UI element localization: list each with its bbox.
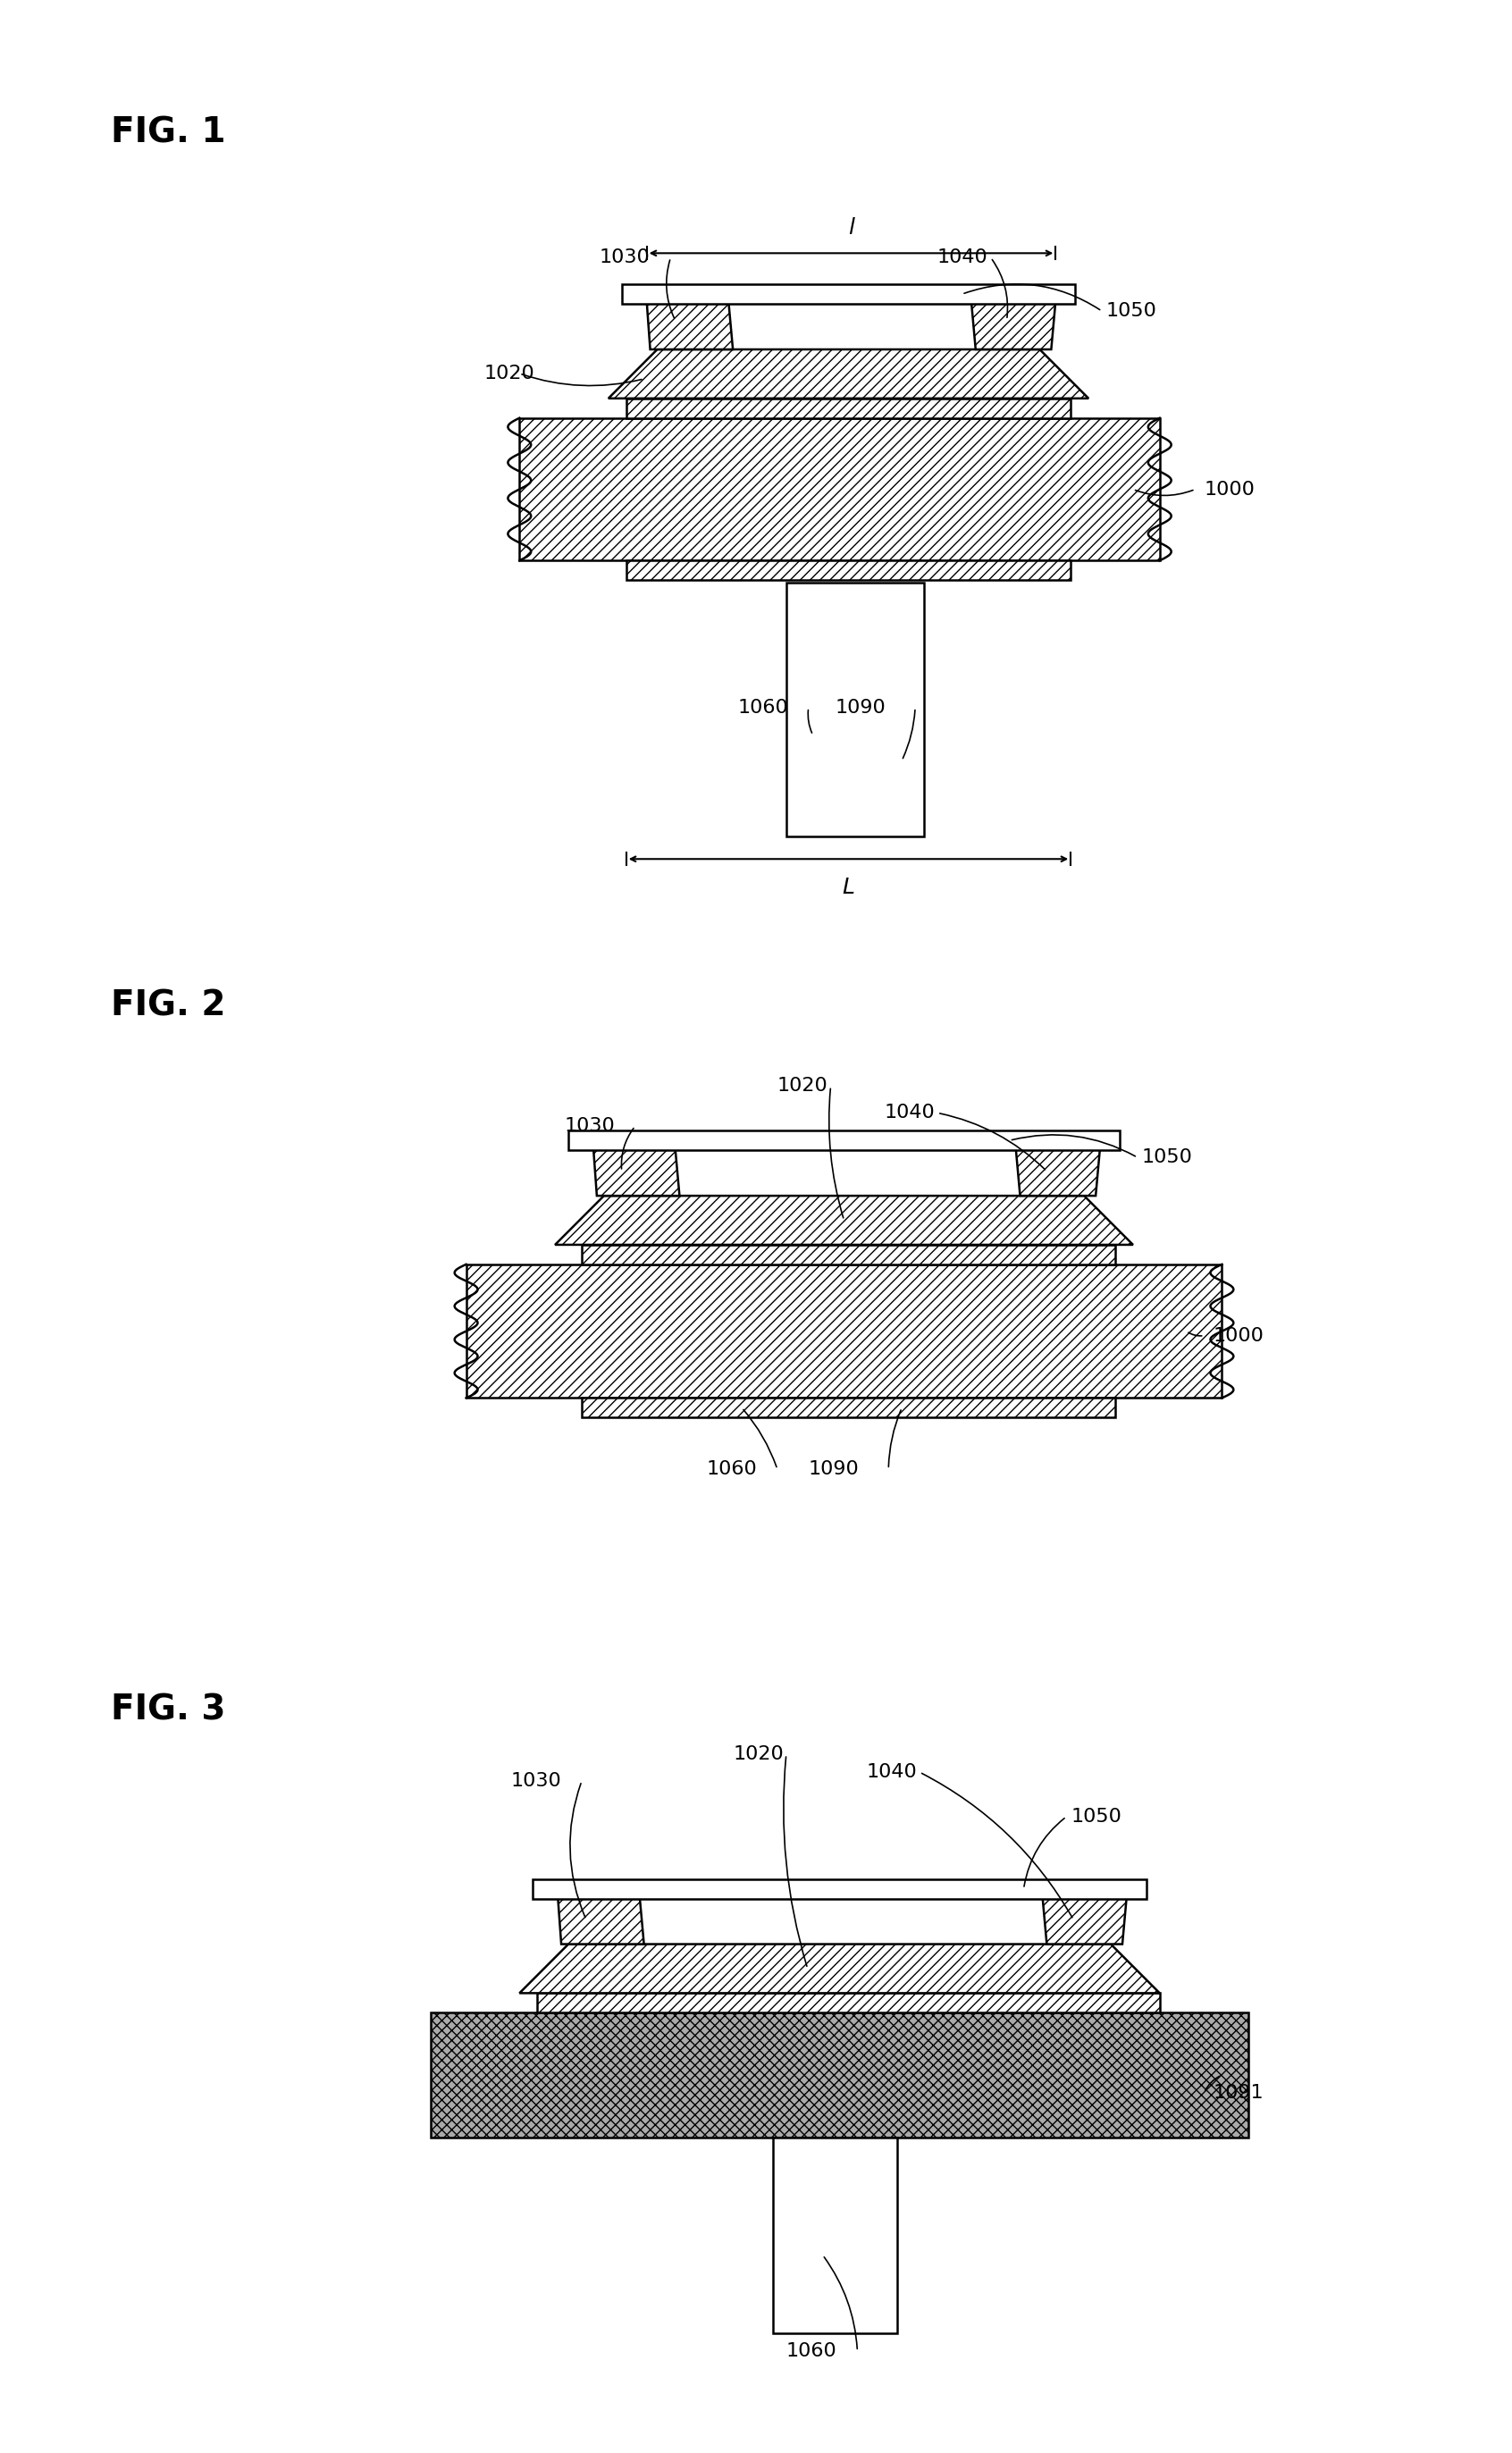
Polygon shape <box>520 1945 1160 1994</box>
Text: 1030: 1030 <box>599 248 650 267</box>
Bar <box>431 2014 1249 2137</box>
Text: FIG. 3: FIG. 3 <box>110 1693 225 1727</box>
Text: 1060: 1060 <box>706 1460 758 1479</box>
Bar <box>621 285 1075 304</box>
Text: 1050: 1050 <box>1070 1808 1122 1825</box>
Text: 1050: 1050 <box>1142 1148 1193 1165</box>
Bar <box>582 1398 1116 1418</box>
Text: FIG. 2: FIG. 2 <box>110 989 225 1023</box>
Text: 1040: 1040 <box>885 1104 934 1121</box>
Bar <box>532 1879 1146 1899</box>
Text: 1030: 1030 <box>511 1771 561 1791</box>
Text: L: L <box>842 876 854 898</box>
Text: FIG. 1: FIG. 1 <box>110 115 225 150</box>
Text: 1020: 1020 <box>777 1077 829 1094</box>
Polygon shape <box>1042 1896 1126 1945</box>
Polygon shape <box>1016 1146 1101 1195</box>
Text: 1060: 1060 <box>786 2343 838 2360</box>
Bar <box>569 1131 1120 1150</box>
Text: 1090: 1090 <box>809 1460 859 1479</box>
Polygon shape <box>608 348 1089 397</box>
Polygon shape <box>555 1195 1132 1244</box>
Polygon shape <box>971 299 1055 348</box>
Text: 1020: 1020 <box>484 365 535 383</box>
Polygon shape <box>593 1146 679 1195</box>
Text: 1090: 1090 <box>835 699 886 716</box>
Text: 1040: 1040 <box>866 1764 916 1781</box>
Text: 1050: 1050 <box>1107 302 1157 319</box>
Bar <box>520 417 1160 562</box>
Polygon shape <box>647 299 733 348</box>
Text: 1000: 1000 <box>1204 481 1255 498</box>
Text: 1040: 1040 <box>937 248 989 267</box>
Bar <box>626 562 1070 581</box>
Polygon shape <box>558 1896 644 1945</box>
Text: 1020: 1020 <box>733 1747 783 1764</box>
Text: 1060: 1060 <box>738 699 788 716</box>
Bar <box>626 397 1070 417</box>
Bar <box>537 1994 1160 2014</box>
Bar <box>786 584 924 836</box>
Bar <box>582 1244 1116 1263</box>
Bar <box>773 2137 898 2333</box>
Text: 1091: 1091 <box>1213 2085 1264 2102</box>
Text: l: l <box>848 218 854 238</box>
Text: 1030: 1030 <box>564 1116 615 1136</box>
Bar <box>466 1263 1222 1398</box>
Text: 1000: 1000 <box>1213 1327 1264 1344</box>
